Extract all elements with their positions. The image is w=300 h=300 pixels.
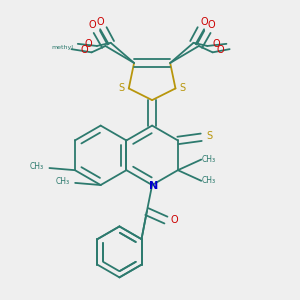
Text: O: O	[96, 16, 104, 27]
Text: O: O	[89, 20, 97, 30]
Text: CH₃: CH₃	[202, 155, 216, 164]
Text: O: O	[80, 45, 88, 55]
Text: O: O	[208, 20, 215, 30]
Text: CH₃: CH₃	[56, 177, 70, 186]
Text: O: O	[171, 215, 178, 225]
Text: N: N	[148, 181, 158, 191]
Text: O: O	[212, 39, 220, 49]
Text: CH₃: CH₃	[30, 163, 44, 172]
Text: CH₃: CH₃	[202, 176, 216, 185]
Text: S: S	[118, 83, 124, 93]
Text: methyl: methyl	[51, 44, 73, 50]
Text: S: S	[180, 83, 186, 93]
Text: O: O	[85, 39, 92, 49]
Text: O: O	[216, 45, 224, 55]
Text: O: O	[200, 16, 208, 27]
Text: S: S	[207, 131, 213, 141]
